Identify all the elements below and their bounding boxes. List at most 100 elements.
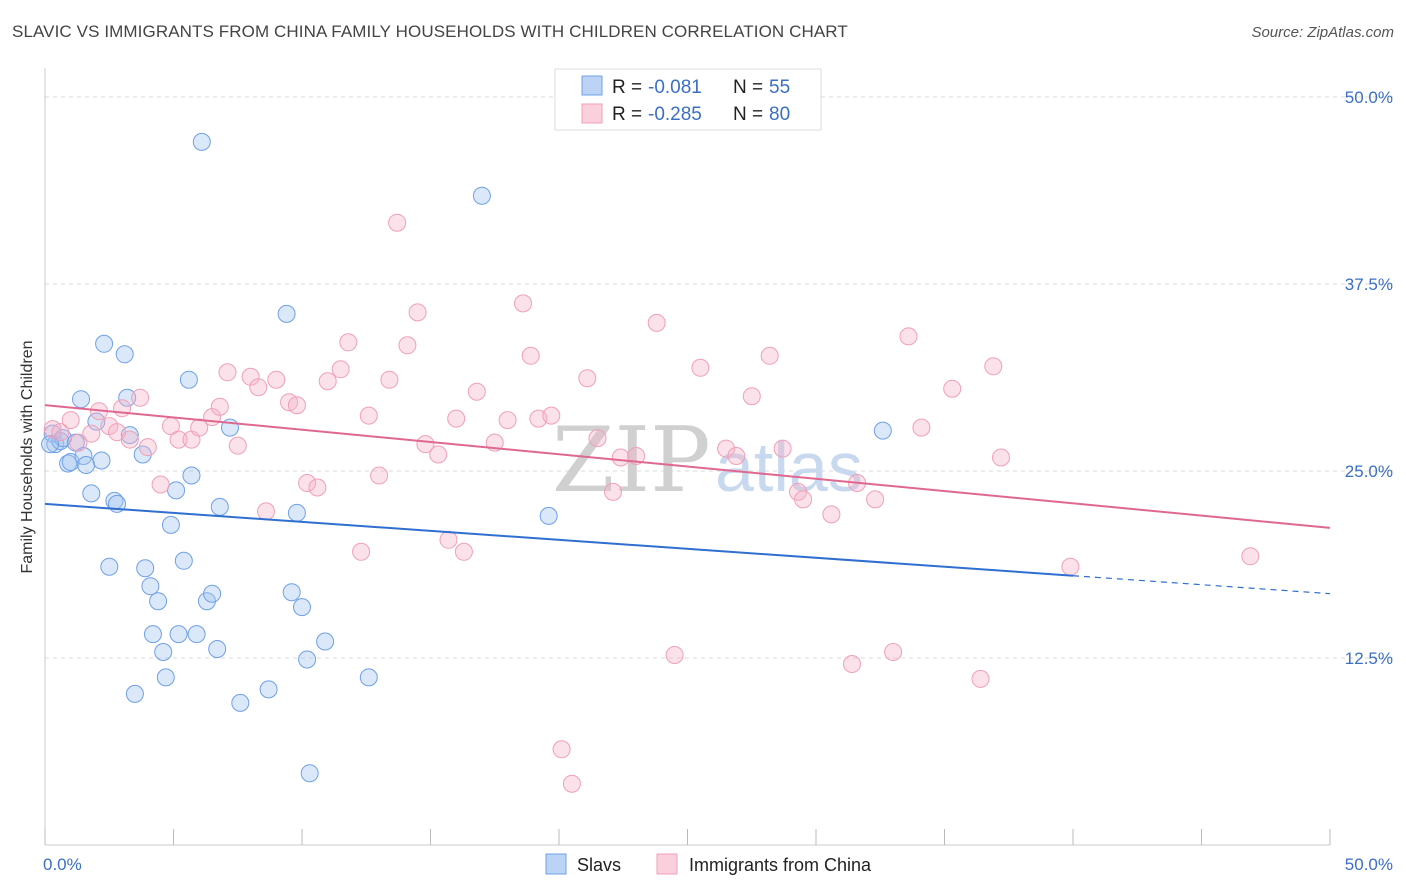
point-china (552, 740, 571, 759)
point-china (308, 478, 327, 497)
legend-n-value: 80 (769, 104, 790, 125)
trend-line-slavs (44, 502, 1074, 577)
point-slavs (167, 481, 186, 500)
legend-swatch-china (581, 103, 603, 124)
legend-r-label: R = (612, 104, 642, 125)
point-slavs (287, 503, 306, 522)
point-china (318, 372, 337, 391)
axes (44, 68, 1331, 846)
point-china (241, 367, 260, 386)
point-slavs (282, 583, 301, 602)
legend-n-value: 55 (769, 77, 790, 98)
point-slavs (298, 650, 317, 669)
legend-bottom-label-china: Immigrants from China (689, 855, 872, 875)
point-china (120, 430, 139, 449)
point-china (298, 474, 317, 492)
point-china (151, 475, 170, 494)
data-points (41, 132, 1260, 793)
point-china (971, 669, 990, 688)
point-slavs (100, 557, 119, 576)
point-china (51, 423, 70, 442)
point-china (843, 655, 861, 673)
point-china (131, 388, 150, 407)
point-china (611, 448, 630, 467)
point-slavs (72, 390, 90, 409)
point-china (267, 370, 286, 389)
point-slavs (316, 632, 335, 651)
point-china (992, 448, 1010, 467)
point-china (588, 429, 607, 448)
point-slavs (136, 559, 155, 578)
point-china (760, 346, 779, 365)
point-slavs (118, 388, 137, 407)
point-slavs (149, 592, 168, 611)
trend-lines (44, 404, 1331, 595)
point-china (542, 406, 561, 425)
point-china (912, 418, 931, 437)
point-china (210, 397, 229, 416)
point-china (408, 303, 427, 322)
legend-swatch-slavs (581, 75, 603, 96)
point-china (1241, 547, 1260, 566)
point-slavs (208, 640, 227, 658)
point-china (647, 313, 666, 332)
point-slavs (182, 466, 201, 485)
point-china (388, 213, 407, 232)
x-tick-label: 50.0% (1345, 855, 1393, 874)
point-china (467, 382, 486, 401)
point-china (352, 542, 371, 561)
point-china (521, 346, 540, 365)
chart-title: SLAVIC VS IMMIGRANTS FROM CHINA FAMILY H… (12, 22, 848, 41)
point-slavs (95, 334, 114, 353)
point-slavs (82, 484, 101, 503)
point-china (169, 430, 188, 449)
point-slavs (174, 551, 193, 570)
point-slavs (187, 625, 206, 644)
point-china (794, 490, 813, 509)
x-tick-label: 0.0% (43, 855, 82, 874)
point-slavs (169, 625, 188, 644)
point-china (257, 502, 275, 521)
legend-top: R = -0.081 N = 55 R = -0.285 N = 80 (554, 68, 822, 131)
point-slavs (472, 186, 491, 205)
point-china (984, 357, 1003, 376)
point-slavs (43, 424, 62, 443)
point-china (562, 774, 581, 793)
point-china (454, 542, 473, 561)
point-slavs (156, 668, 175, 687)
trend-line-china (44, 404, 1331, 529)
point-slavs (161, 515, 180, 534)
legend-n-label: N = (733, 104, 763, 125)
point-slavs (77, 456, 96, 474)
legend-bottom: Slavs Immigrants from China (545, 853, 872, 875)
point-china (249, 378, 268, 397)
point-china (665, 646, 684, 664)
point-china (498, 411, 517, 430)
point-china (331, 360, 350, 379)
point-china (429, 445, 448, 464)
watermark-atlas: atlas (715, 428, 863, 506)
point-china (82, 424, 101, 443)
point-china (773, 439, 792, 458)
point-china (691, 358, 710, 377)
point-china (727, 447, 746, 465)
point-slavs (277, 304, 296, 323)
point-slavs (143, 625, 162, 644)
legend-bottom-swatch-china (656, 853, 678, 875)
y-tick-label: 37.5% (1345, 275, 1393, 294)
point-china (1061, 557, 1080, 576)
point-china (884, 643, 903, 661)
point-slavs (179, 370, 198, 389)
point-china (822, 505, 841, 524)
legend-bottom-label-slavs: Slavs (577, 855, 621, 875)
point-slavs (203, 584, 222, 603)
point-china (514, 294, 532, 313)
point-china (218, 363, 237, 382)
y-tick-labels: 12.5% 25.0% 37.5% 50.0% (1345, 88, 1393, 668)
point-slavs (125, 684, 144, 703)
point-slavs (115, 345, 134, 364)
chart-source: Source: ZipAtlas.com (1251, 24, 1394, 41)
point-china (113, 399, 132, 418)
point-china (866, 490, 885, 509)
